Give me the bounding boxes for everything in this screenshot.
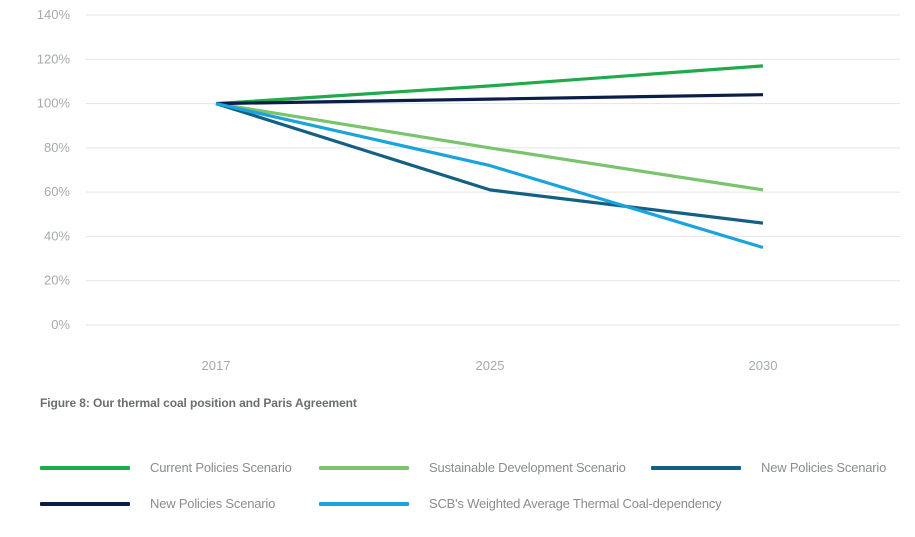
legend-swatch bbox=[40, 501, 130, 506]
y-tick-label: 140% bbox=[37, 7, 71, 22]
legend-item-current-policies: Current Policies Scenario bbox=[40, 460, 292, 475]
legend-swatch bbox=[319, 501, 409, 506]
x-tick-label: 2025 bbox=[476, 358, 505, 373]
series-line-4 bbox=[215, 102, 764, 250]
legend-item-new-policies-teal: New Policies Scenario bbox=[651, 460, 886, 475]
legend-label: New Policies Scenario bbox=[150, 496, 276, 511]
y-tick-label: 120% bbox=[37, 51, 71, 66]
legend-swatch bbox=[319, 465, 409, 470]
legend-label: New Policies Scenario bbox=[761, 460, 887, 475]
legend-item-new-policies-navy: New Policies Scenario bbox=[40, 496, 275, 511]
series-line-3 bbox=[215, 93, 764, 106]
y-tick-label: 60% bbox=[44, 184, 70, 199]
legend-swatch bbox=[651, 465, 741, 470]
legend-swatch bbox=[40, 465, 130, 470]
gridlines bbox=[86, 14, 900, 326]
y-tick-label: 100% bbox=[37, 96, 71, 111]
legend-label: Current Policies Scenario bbox=[150, 460, 292, 475]
series-line-2 bbox=[215, 102, 764, 225]
figure-caption: Figure 8: Our thermal coal position and … bbox=[40, 396, 357, 410]
y-tick-label: 80% bbox=[44, 140, 70, 155]
line-chart: 0% 20% 40% 60% 80% 100% 120% 140% 2017 2025 2030 bbox=[37, 7, 900, 373]
x-tick-label: 2030 bbox=[749, 358, 778, 373]
series-line-0 bbox=[215, 64, 764, 106]
y-tick-label: 0% bbox=[51, 317, 70, 332]
y-tick-label: 20% bbox=[44, 273, 70, 288]
legend-item-sustainable-development: Sustainable Development Scenario bbox=[319, 460, 626, 475]
legend-label: SCB's Weighted Average Thermal Coal-depe… bbox=[429, 496, 722, 511]
x-tick-label: 2017 bbox=[202, 358, 231, 373]
legend-item-scb-weighted-average: SCB's Weighted Average Thermal Coal-depe… bbox=[319, 496, 722, 511]
series-line-1 bbox=[215, 102, 764, 192]
legend-label: Sustainable Development Scenario bbox=[429, 460, 626, 475]
y-tick-label: 40% bbox=[44, 228, 70, 243]
